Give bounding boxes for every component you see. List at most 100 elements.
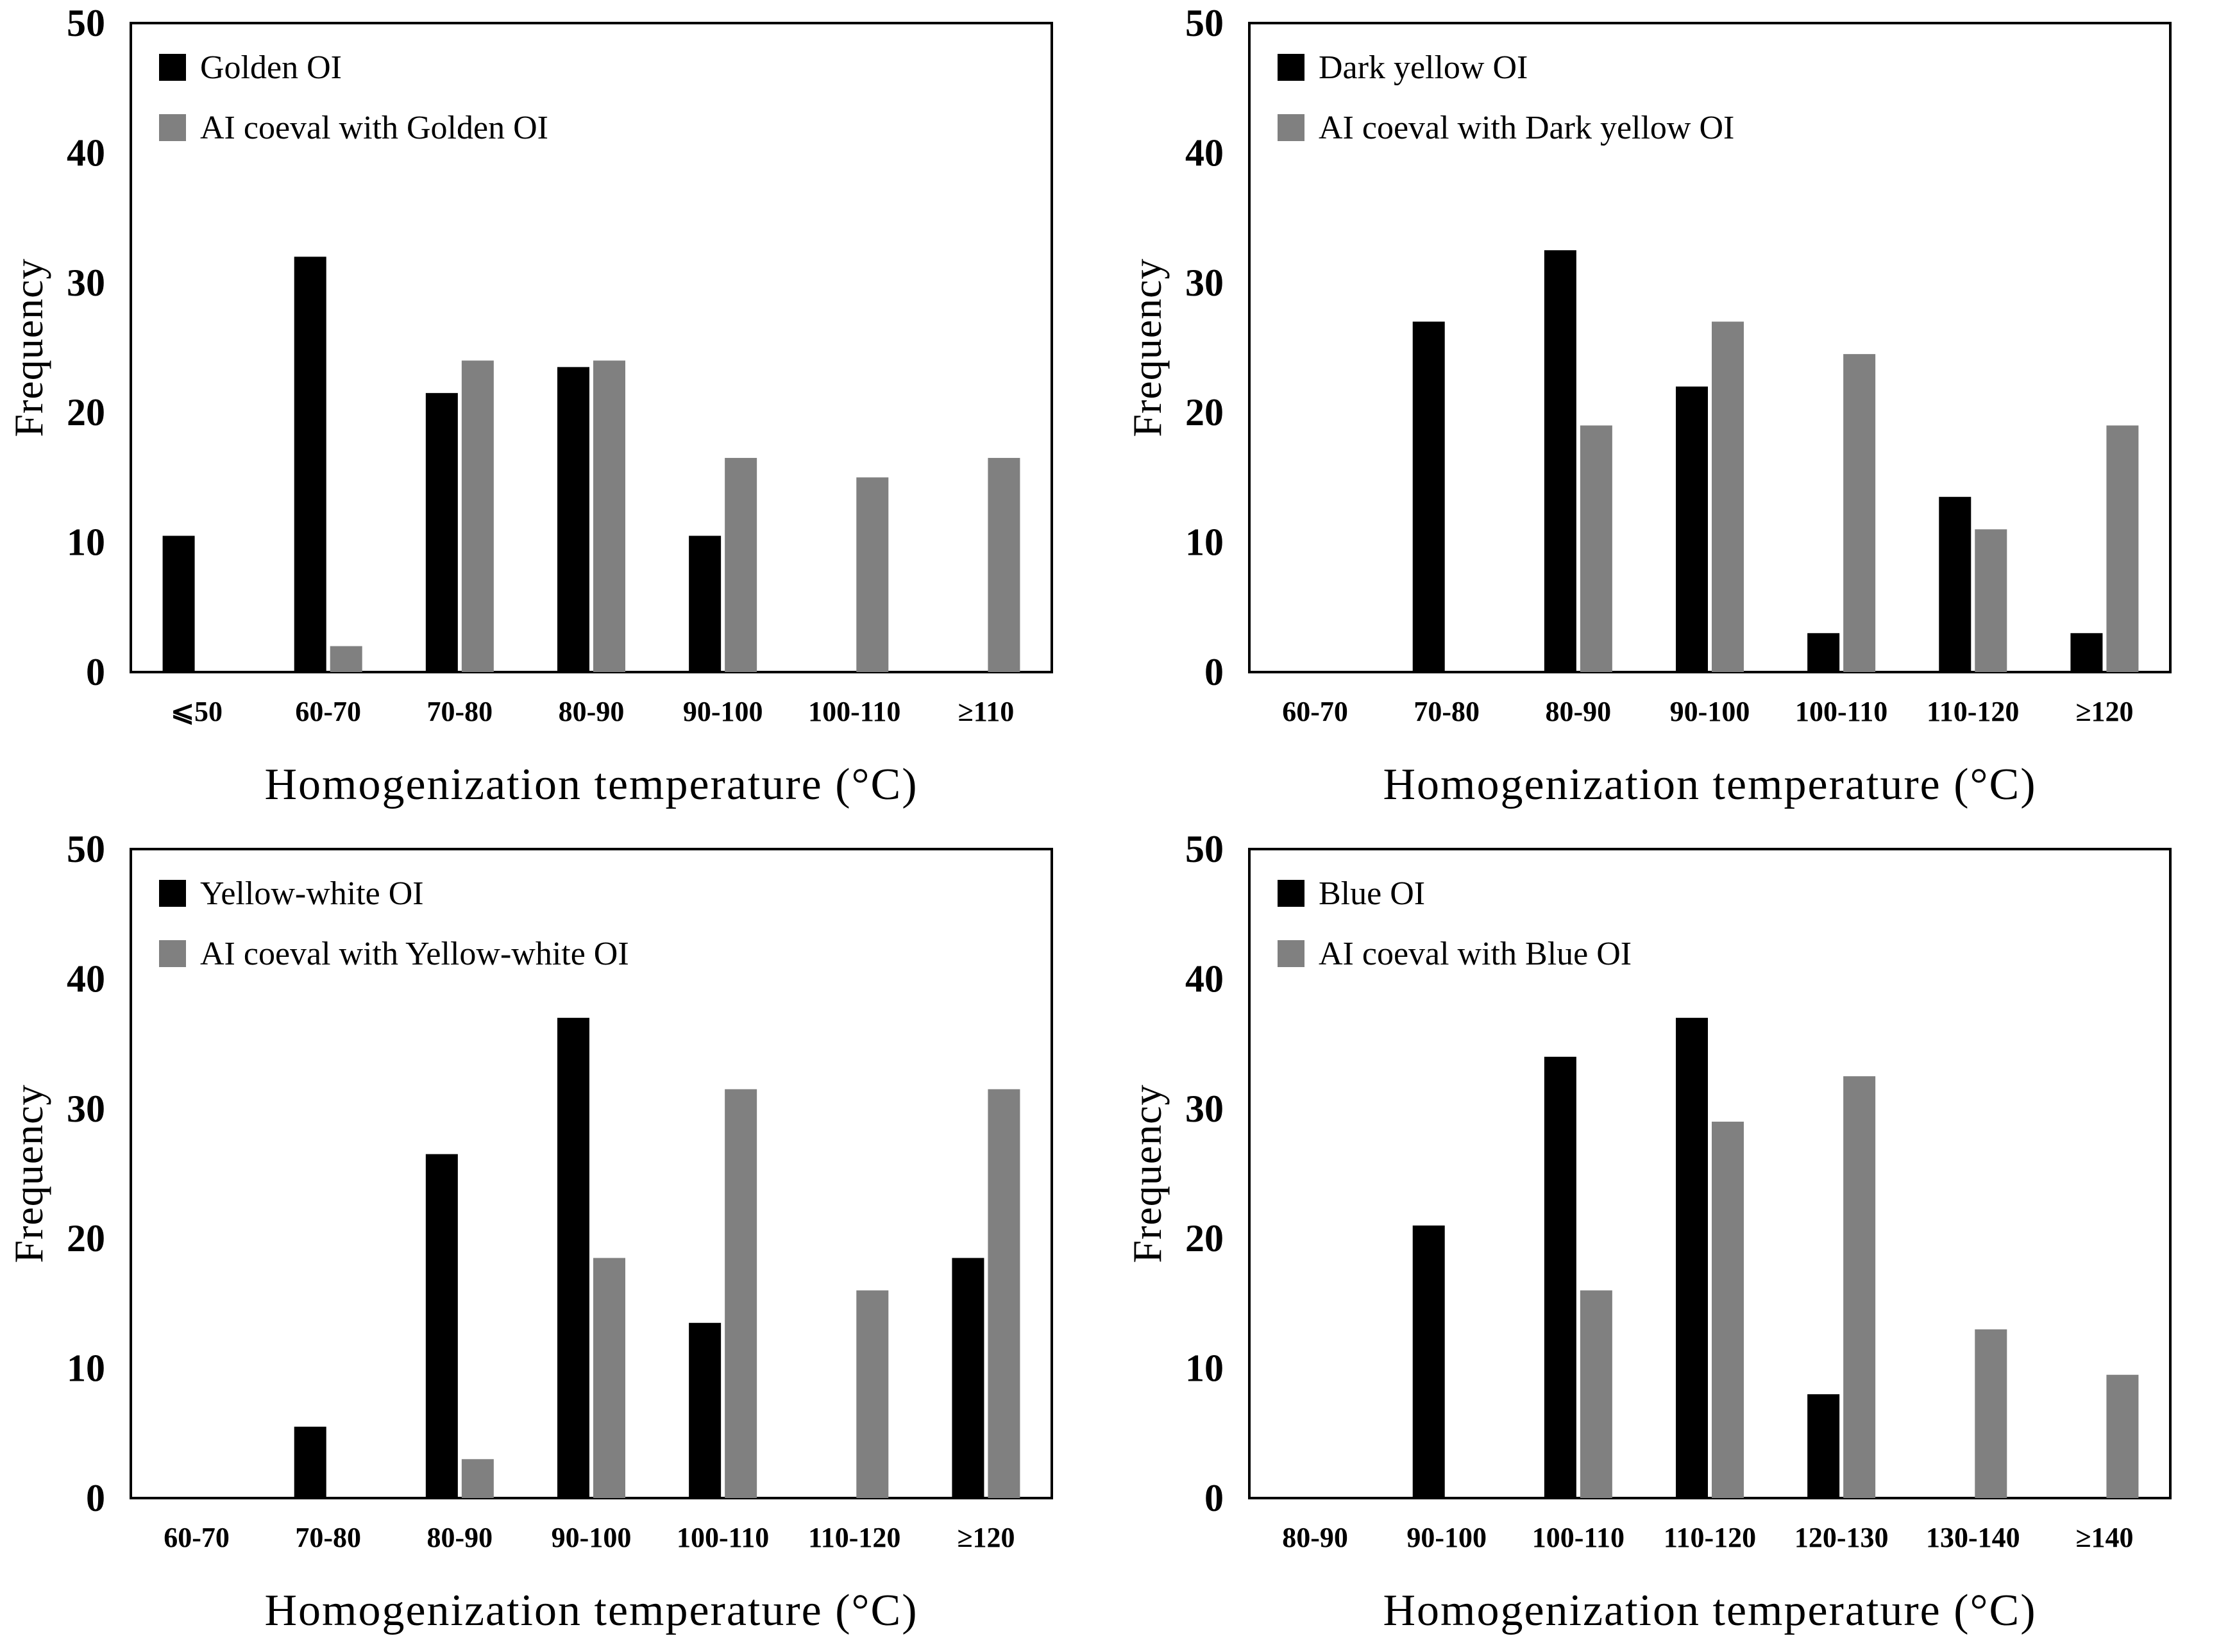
bar-ai <box>330 646 362 672</box>
bar-ai <box>988 1089 1020 1498</box>
x-axis-label: Homogenization temperature (°C) <box>264 1586 918 1635</box>
bar-oi <box>1676 386 1708 672</box>
y-tick-label: 20 <box>67 1217 105 1260</box>
x-tick-label: 80-90 <box>559 696 625 727</box>
x-tick-label: ≥110 <box>958 696 1015 727</box>
y-tick-label: 10 <box>67 521 105 564</box>
chart-svg: 0 10 20 30 40 50 Frequency ⩽50 60-70 70-80 80-90 90… <box>6 2 1053 809</box>
legend-swatch <box>1278 114 1304 141</box>
x-tick-label: 90-100 <box>683 696 763 727</box>
y-axis-label: Frequency <box>6 1084 51 1263</box>
y-tick-label: 40 <box>67 957 105 1000</box>
y-axis-label: Frequency <box>1124 1084 1170 1263</box>
bar-oi <box>1544 250 1576 672</box>
y-tick-label: 30 <box>67 262 105 304</box>
x-tick-label: 90-100 <box>1406 1522 1487 1553</box>
chart-svg: 0 10 20 30 40 50 Frequency 60-70 70-80 80-90 90-10… <box>1124 2 2172 809</box>
x-tick-label: 100-110 <box>1532 1522 1625 1553</box>
x-tick-label: 80-90 <box>427 1522 493 1553</box>
legend-swatch <box>159 54 186 81</box>
bar-oi <box>689 535 722 672</box>
x-tick-label: 60-70 <box>295 696 361 727</box>
bar-oi <box>1807 1394 1840 1498</box>
x-tick-label: 70-80 <box>427 696 493 727</box>
bar-ai <box>988 458 1020 672</box>
x-tick-label: ⩽50 <box>171 696 223 727</box>
bar-ai <box>1580 425 1612 672</box>
bar-ai <box>1975 1329 2007 1498</box>
x-tick-label: 60-70 <box>164 1522 230 1553</box>
x-tick-label: 110-120 <box>808 1522 900 1553</box>
bar-ai <box>1843 354 1876 672</box>
y-tick-label: 0 <box>86 651 105 693</box>
y-tick-label: 10 <box>67 1347 105 1390</box>
bar-oi <box>952 1258 984 1498</box>
bar-ai <box>593 1258 625 1498</box>
bar-ai <box>461 1459 494 1498</box>
bar-ai <box>725 1089 757 1498</box>
y-tick-label: 30 <box>1185 262 1224 304</box>
bar-ai <box>1580 1290 1612 1498</box>
y-tick-label: 20 <box>1185 1217 1224 1260</box>
y-tick-label: 40 <box>1185 957 1224 1000</box>
legend-label: AI coeval with Blue OI <box>1319 936 1632 972</box>
legend-label: AI coeval with Yellow-white OI <box>200 936 629 972</box>
y-tick-label: 20 <box>67 391 105 434</box>
x-tick-label: 80-90 <box>1282 1522 1348 1553</box>
y-tick-label: 40 <box>67 131 105 174</box>
x-tick-label: 100-110 <box>1795 696 1887 727</box>
y-tick-label: 0 <box>1204 651 1224 693</box>
bar-oi <box>425 392 458 672</box>
x-tick-label: 100-110 <box>677 1522 769 1553</box>
x-tick-label: 90-100 <box>552 1522 632 1553</box>
chart-golden: 0 10 20 30 40 50 Frequency ⩽50 60-70 70-80 80-90 90… <box>0 0 1118 826</box>
bar-ai <box>856 1290 889 1498</box>
bar-ai <box>856 477 889 672</box>
bar-oi <box>294 257 326 672</box>
x-tick-label: ≥140 <box>2075 1522 2133 1553</box>
plot-frame <box>1248 848 2172 1499</box>
x-tick-label: 60-70 <box>1282 696 1348 727</box>
y-tick-label: 10 <box>1185 1347 1224 1390</box>
bar-ai <box>593 360 625 672</box>
y-tick-label: 40 <box>1185 131 1224 174</box>
bar-oi <box>557 367 589 672</box>
bar-oi <box>1807 633 1840 672</box>
x-tick-label: 70-80 <box>295 1522 361 1553</box>
x-tick-label: ≥120 <box>2075 696 2133 727</box>
bar-ai <box>2106 1374 2139 1498</box>
plot-frame <box>130 848 1053 1499</box>
bar-oi <box>425 1154 458 1498</box>
y-axis-label: Frequency <box>6 258 51 437</box>
x-tick-label: 120-130 <box>1794 1522 1889 1553</box>
bar-oi <box>557 1018 589 1498</box>
y-tick-label: 50 <box>67 828 105 870</box>
legend-swatch <box>159 940 186 967</box>
y-tick-label: 50 <box>67 2 105 44</box>
legend-label: AI coeval with Golden OI <box>200 110 548 146</box>
y-tick-label: 20 <box>1185 391 1224 434</box>
bar-ai <box>461 360 494 672</box>
legend-swatch <box>1278 880 1304 907</box>
y-tick-label: 0 <box>1204 1477 1224 1519</box>
y-tick-label: 50 <box>1185 2 1224 44</box>
legend-label: AI coeval with Dark yellow OI <box>1319 110 1734 146</box>
x-tick-label: 100-110 <box>808 696 900 727</box>
legend-label: Dark yellow OI <box>1319 49 1528 86</box>
legend-swatch <box>1278 940 1304 967</box>
plot-frame <box>130 22 1053 673</box>
plot-frame <box>1248 22 2172 673</box>
bar-oi <box>162 535 195 672</box>
y-tick-label: 30 <box>67 1088 105 1130</box>
bar-oi <box>1412 1225 1445 1498</box>
bar-ai <box>1975 529 2007 672</box>
legend-swatch <box>1278 54 1304 81</box>
x-tick-label: 80-90 <box>1546 696 1612 727</box>
bar-oi <box>1676 1018 1708 1498</box>
y-axis-label: Frequency <box>1124 258 1170 437</box>
x-tick-label: 90-100 <box>1670 696 1750 727</box>
bar-oi <box>2070 633 2103 672</box>
y-tick-label: 30 <box>1185 1088 1224 1130</box>
x-axis-label: Homogenization temperature (°C) <box>1383 760 2036 809</box>
chart-dark-yellow: 0 10 20 30 40 50 Frequency 60-70 70-80 80-90 90-10… <box>1118 0 2237 826</box>
